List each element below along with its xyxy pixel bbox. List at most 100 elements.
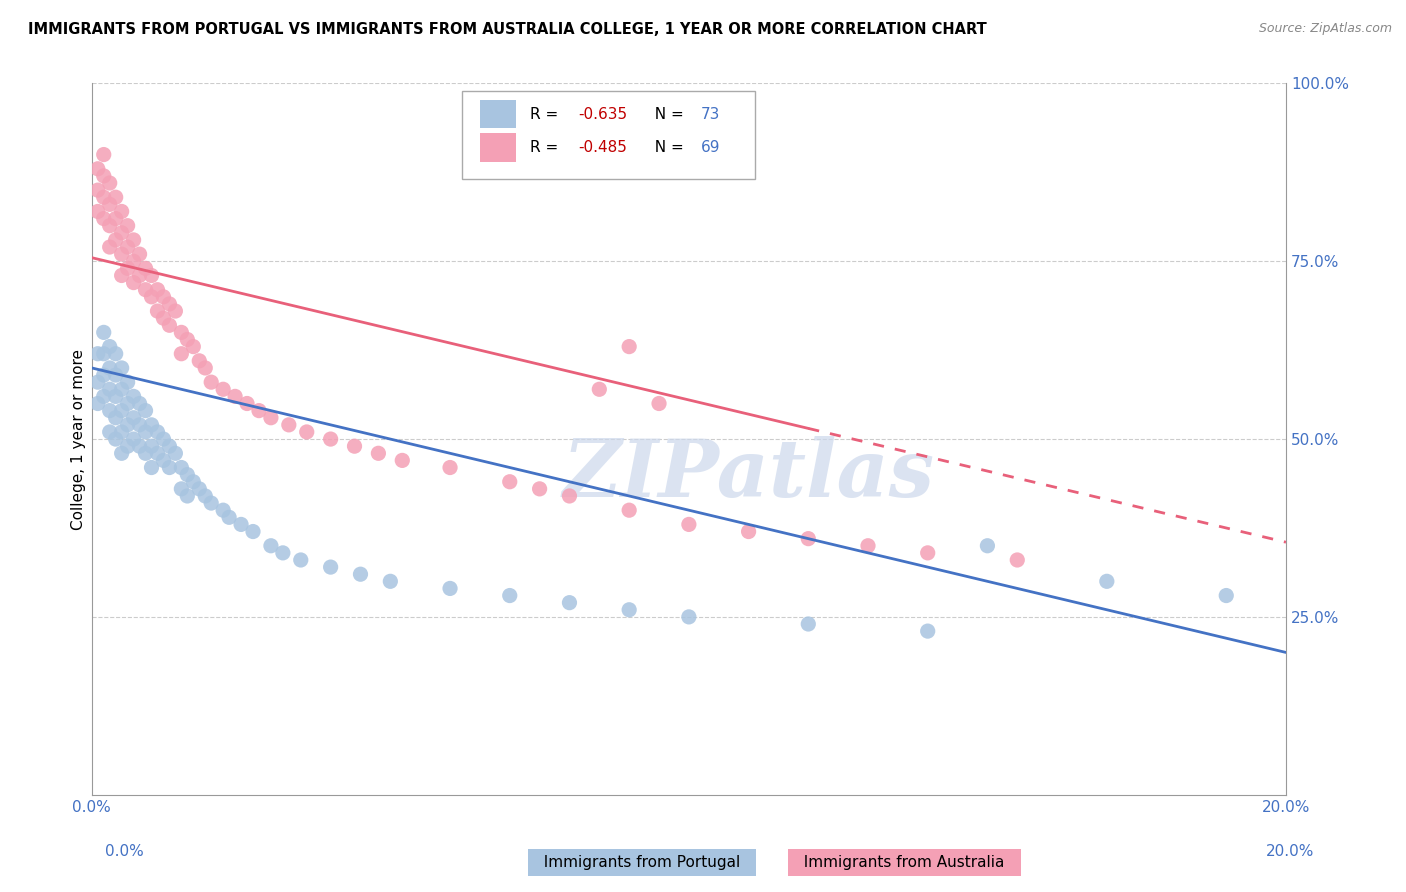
Point xyxy=(349,567,371,582)
Point xyxy=(104,190,127,204)
Text: IMMIGRANTS FROM PORTUGAL VS IMMIGRANTS FROM AUSTRALIA COLLEGE, 1 YEAR OR MORE CO: IMMIGRANTS FROM PORTUGAL VS IMMIGRANTS F… xyxy=(28,22,987,37)
Point xyxy=(200,375,222,389)
Point xyxy=(87,204,110,219)
Point xyxy=(165,304,187,318)
Point xyxy=(87,183,110,197)
Point xyxy=(117,219,139,233)
Y-axis label: College, 1 year or more: College, 1 year or more xyxy=(72,349,86,530)
Point xyxy=(165,446,187,460)
Point xyxy=(128,268,150,283)
FancyBboxPatch shape xyxy=(463,91,755,179)
Point xyxy=(93,147,115,161)
Point xyxy=(141,439,163,453)
FancyBboxPatch shape xyxy=(479,100,516,128)
Point xyxy=(917,624,939,639)
Point xyxy=(529,482,551,496)
Point xyxy=(917,546,939,560)
Point xyxy=(976,539,998,553)
Point xyxy=(98,197,121,211)
Point xyxy=(277,417,299,432)
Point xyxy=(122,233,145,247)
Point xyxy=(93,368,115,382)
Point xyxy=(499,589,522,603)
Point xyxy=(111,425,134,439)
Point xyxy=(170,482,193,496)
Point xyxy=(111,204,134,219)
Point xyxy=(122,432,145,446)
Point xyxy=(218,510,240,524)
Point xyxy=(111,247,134,261)
Point xyxy=(170,326,193,340)
Point xyxy=(271,546,294,560)
Point xyxy=(104,432,127,446)
Point xyxy=(558,596,581,610)
Point xyxy=(141,460,163,475)
Point xyxy=(122,276,145,290)
Point xyxy=(247,403,270,417)
Text: 20.0%: 20.0% xyxy=(1267,845,1315,859)
Text: R =: R = xyxy=(530,106,564,121)
Point xyxy=(678,610,700,624)
Text: Immigrants from Portugal: Immigrants from Portugal xyxy=(534,855,751,870)
Text: R =: R = xyxy=(530,140,564,155)
Point xyxy=(439,582,461,596)
Point xyxy=(93,326,115,340)
Text: -0.485: -0.485 xyxy=(578,140,627,155)
Point xyxy=(157,460,180,475)
Point xyxy=(229,517,252,532)
Point xyxy=(122,410,145,425)
Point xyxy=(1007,553,1029,567)
Point xyxy=(242,524,264,539)
Point xyxy=(98,360,121,375)
Point xyxy=(260,410,283,425)
Point xyxy=(135,425,157,439)
Point xyxy=(117,261,139,276)
Point xyxy=(797,532,820,546)
Point xyxy=(111,268,134,283)
Point xyxy=(648,396,671,410)
Point xyxy=(141,290,163,304)
Point xyxy=(617,340,640,354)
Point xyxy=(122,254,145,268)
Point xyxy=(319,560,342,574)
Point xyxy=(117,417,139,432)
Point xyxy=(104,389,127,403)
Point xyxy=(194,489,217,503)
Point xyxy=(295,425,318,439)
Point xyxy=(617,503,640,517)
Point xyxy=(157,439,180,453)
Point xyxy=(98,403,121,417)
Point xyxy=(111,403,134,417)
Point xyxy=(181,475,204,489)
Point xyxy=(111,446,134,460)
Point xyxy=(93,211,115,226)
Point xyxy=(146,283,169,297)
Point xyxy=(104,410,127,425)
Point xyxy=(152,453,174,467)
FancyBboxPatch shape xyxy=(479,133,516,161)
Point xyxy=(224,389,246,403)
Point xyxy=(135,261,157,276)
Point xyxy=(176,333,198,347)
Point xyxy=(617,603,640,617)
Point xyxy=(104,211,127,226)
Point xyxy=(111,382,134,396)
Point xyxy=(367,446,389,460)
Text: ZIPatlas: ZIPatlas xyxy=(562,436,935,514)
Point xyxy=(157,318,180,333)
Point xyxy=(117,375,139,389)
Point xyxy=(111,226,134,240)
Point xyxy=(194,360,217,375)
Point xyxy=(737,524,759,539)
Point xyxy=(176,489,198,503)
Point xyxy=(188,482,211,496)
Point xyxy=(98,425,121,439)
Point xyxy=(1095,574,1118,589)
Point xyxy=(128,247,150,261)
Point xyxy=(152,290,174,304)
Point xyxy=(93,389,115,403)
Point xyxy=(152,311,174,326)
Point xyxy=(212,503,235,517)
Point xyxy=(499,475,522,489)
Point xyxy=(87,347,110,361)
